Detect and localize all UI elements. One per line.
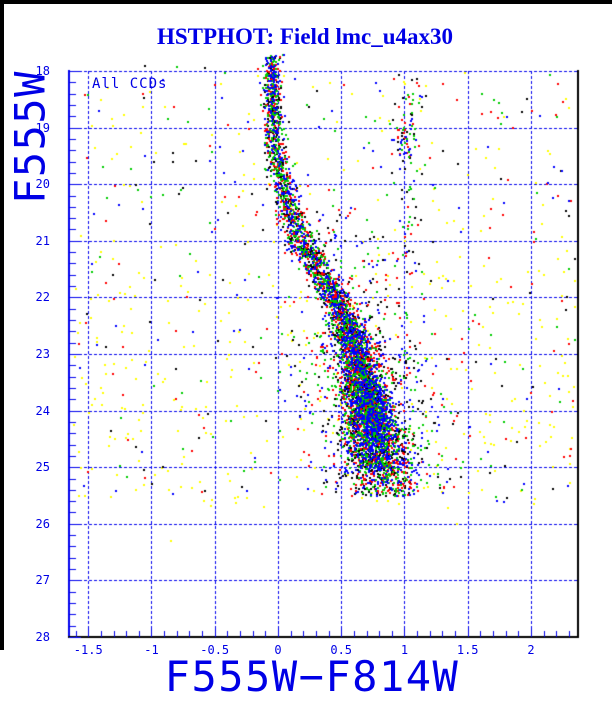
x-tick-label: 0.5 <box>330 643 353 657</box>
ccd-annotation: All CCDs <box>92 76 168 92</box>
x-tick-label: 1.5 <box>456 643 479 657</box>
x-tick-label: -1.5 <box>73 643 103 657</box>
chart-title: HSTPHOT: Field lmc_u4ax30 <box>156 24 454 49</box>
y-tick-label: 28 <box>35 630 50 644</box>
x-tick-label: 1 <box>400 643 409 657</box>
x-tick-label: -1 <box>144 643 159 657</box>
x-tick-label: 0 <box>274 643 282 657</box>
y-tick-label: 23 <box>35 347 50 361</box>
x-tick-label: -0.5 <box>200 643 230 657</box>
y-tick-label: 24 <box>35 403 50 418</box>
y-tick-label: 22 <box>35 290 50 305</box>
y-tick-label: 25 <box>35 460 50 475</box>
y-tick-label: 19 <box>35 120 50 135</box>
y-tick-label: 20 <box>35 177 50 192</box>
x-axis-label: F555W−F814W <box>164 652 460 701</box>
y-tick-label: 18 <box>35 64 50 78</box>
window-edge-top <box>0 0 612 4</box>
y-tick-label: 27 <box>35 573 50 588</box>
y-tick-label: 21 <box>35 233 50 248</box>
window-edge-left <box>0 0 4 650</box>
x-tick-label: 2 <box>527 643 535 657</box>
y-tick-label: 26 <box>35 516 50 531</box>
